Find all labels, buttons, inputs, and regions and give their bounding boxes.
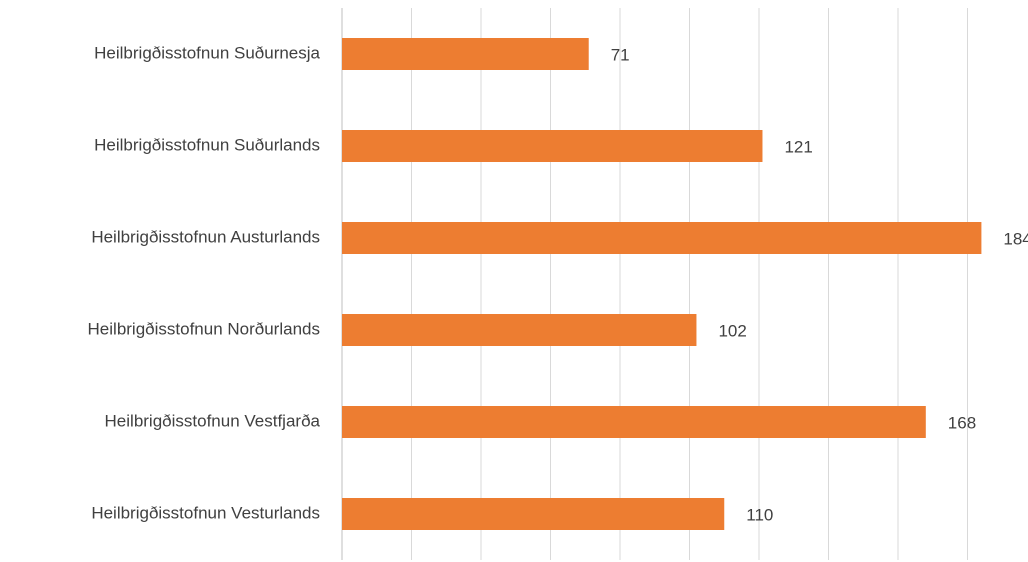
bar [342, 130, 763, 162]
y-tick-label: Heilbrigðisstofnun Norðurlands [88, 319, 320, 338]
bar [342, 498, 725, 530]
value-label: 121 [784, 137, 812, 156]
value-label: 110 [746, 505, 773, 524]
value-label: 184 [1003, 229, 1028, 248]
y-tick-label: Heilbrigðisstofnun Vesturlands [91, 503, 320, 522]
value-label: 71 [611, 45, 630, 64]
bar [342, 38, 589, 70]
value-label: 168 [948, 413, 976, 432]
y-tick-label: Heilbrigðisstofnun Suðurlands [94, 135, 320, 154]
y-tick-label: Heilbrigðisstofnun Austurlands [91, 227, 320, 246]
y-tick-label: Heilbrigðisstofnun Suðurnesja [94, 43, 320, 62]
bar [342, 406, 926, 438]
bar [342, 314, 697, 346]
value-label: 102 [718, 321, 746, 340]
bar [342, 222, 982, 254]
y-tick-label: Heilbrigðisstofnun Vestfjarða [105, 411, 321, 430]
